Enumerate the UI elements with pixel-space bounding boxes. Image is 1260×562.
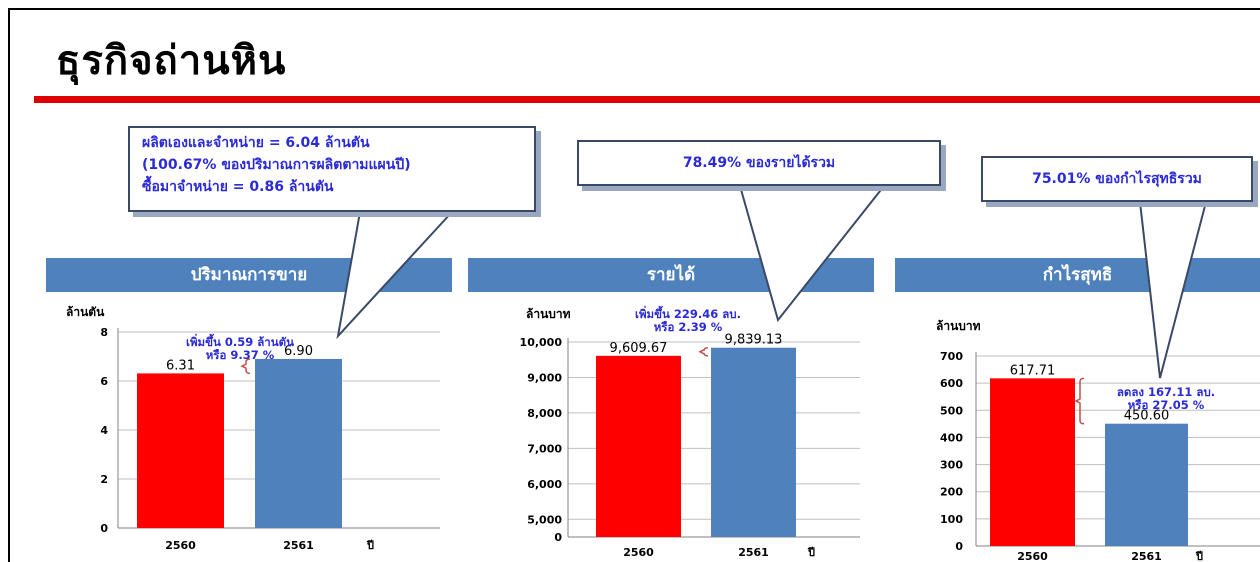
bar-2561 [1105,423,1188,546]
data-label: 617.71 [1010,363,1056,378]
change-annotation: เพิ่มขึ้น 0.59 ล้านตัน [186,333,294,349]
y-unit-label: ล้านบาท [936,319,981,333]
change-annotation: หรือ 9.37 % [206,348,275,362]
x-tick-label: 2561 [283,539,314,552]
change-brace [1074,377,1085,425]
x-axis-label: ปี [1195,550,1203,562]
callout-line: (100.67% ของปริมาณการผลิตตามแผนปี) [142,157,411,173]
chart-2: ล้านบาท 0 100 200 300 400 500 600 700 617.71 2560 4… [936,319,1260,562]
y-tick-label: 6 [100,375,108,388]
x-tick-label: 2560 [623,546,654,559]
change-annotation: เพิ่มขึ้น 229.46 ลบ. [635,305,741,321]
callout-net-profit: 75.01% ของกำไรสุทธิรวม [981,156,1253,202]
slide-frame [8,8,1260,562]
data-label: 9,839.13 [725,333,783,348]
y-tick-label: 2 [100,473,108,486]
callout-revenue: 78.49% ของรายได้รวม [577,140,941,186]
x-axis-label: ปี [807,546,815,559]
y-tick-label: 300 [940,459,963,472]
y-tick-label: 8 [100,326,108,339]
y-tick-label: 700 [940,350,963,363]
change-annotation: ลดลง 167.11 ลบ. [1117,385,1215,399]
chart-0: ล้านตัน 0 2 4 6 8 6.31 2560 6.90 2561 ปี เพิ่มขึ้น … [66,305,440,552]
y-tick-label: 100 [940,513,963,526]
y-tick-label: 500 [940,404,963,417]
y-tick-label: 400 [940,431,963,444]
callout-pointer [336,211,453,340]
chart-1: ล้านบาท 0 5,000 6,000 7,000 8,000 9,000 10,000 9… [520,305,860,559]
y-tick-label: 7,000 [527,442,562,455]
change-annotation: หรือ 27.05 % [1128,398,1205,412]
callout-pointers [336,185,1207,379]
y-tick-label: 10,000 [520,336,563,349]
change-annotation: หรือ 2.39 % [654,320,723,334]
data-label: 9,609.67 [610,341,668,356]
x-tick-label: 2561 [1131,550,1162,562]
data-label: 6.31 [166,358,195,373]
change-brace [698,346,709,357]
x-tick-label: 2560 [1017,550,1048,562]
y-tick-label: 0 [955,540,963,553]
callout-line: ผลิตเองและจำหน่าย = 6.04 ล้านตัน [142,135,370,151]
data-label: 6.90 [284,344,313,359]
bar-2560 [990,378,1075,546]
callout-pointer [739,185,885,323]
y-tick-label: 200 [940,486,963,499]
y-unit-label: ล้านตัน [66,305,105,319]
bar-2560 [137,373,224,528]
callout-line: 75.01% ของกำไรสุทธิรวม [1032,171,1202,187]
y-tick-label: 4 [100,424,108,437]
y-tick-label: 6,000 [527,478,562,491]
change-brace [240,358,251,375]
y-tick-label: 8,000 [527,407,562,420]
callout-line: ซื้อมาจำหน่าย = 0.86 ล้านตัน [142,179,334,195]
y-tick-label: 9,000 [527,371,562,384]
data-label: 450.60 [1124,409,1170,424]
page-title: ธุรกิจถ่านหิน [56,38,287,84]
panel-header-net-profit: กำไรสุทธิ [895,258,1260,292]
title-rule [34,96,1260,103]
y-unit-label: ล้านบาท [526,307,571,321]
bar-2560 [596,355,681,537]
x-axis-label: ปี [366,539,374,552]
x-tick-label: 2560 [165,539,196,552]
bar-2561 [711,347,796,537]
callout-sales-volume: ผลิตเองและจำหน่าย = 6.04 ล้านตัน (100.67… [128,126,536,212]
y-tick-label: 0 [554,531,562,544]
y-tick-label: 600 [940,377,963,390]
callout-line: 78.49% ของรายได้รวม [682,155,836,171]
bar-2561 [255,358,342,528]
callout-pointer [1139,201,1207,379]
x-tick-label: 2561 [738,546,769,559]
y-tick-label: 0 [100,522,108,535]
y-tick-label: 5,000 [527,513,562,526]
